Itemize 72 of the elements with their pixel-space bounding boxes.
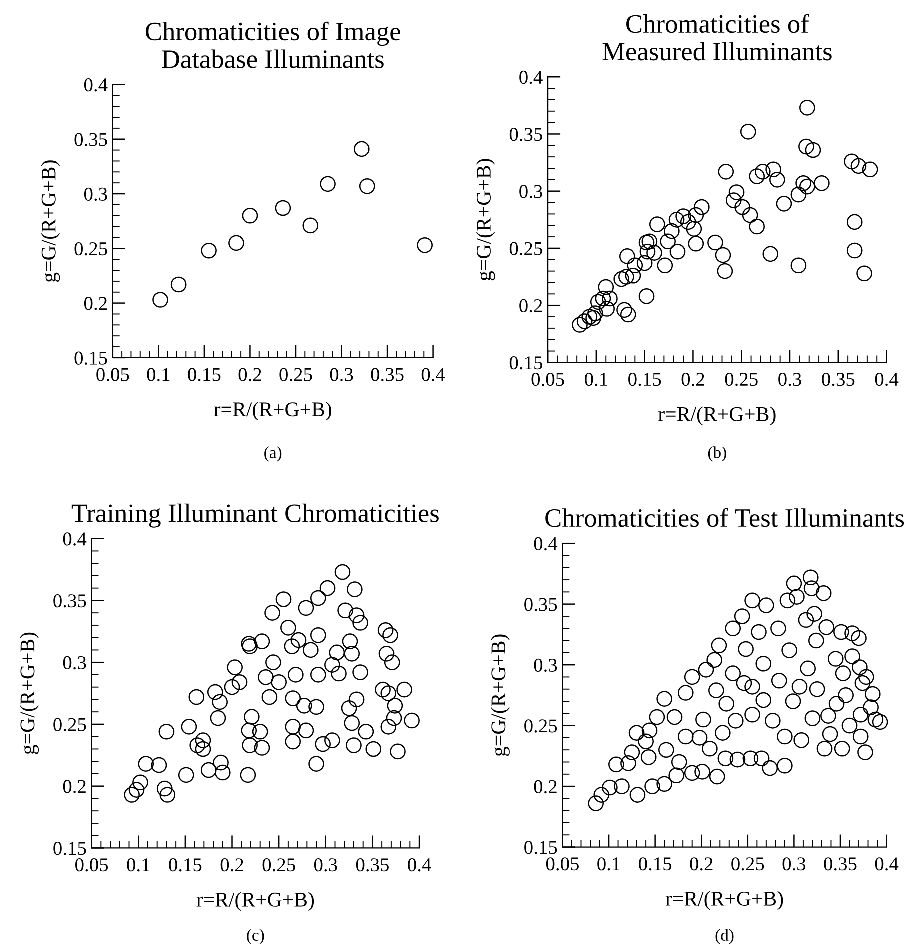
chart-title: Chromaticities of Test Illuminants (546, 508, 904, 528)
y-axis-title: g=G/(R+G+B) (491, 634, 510, 756)
y-tick-label: 0.2 (534, 780, 557, 794)
x-tick-label: 0.2 (682, 372, 704, 386)
y-tick-label: 0.4 (63, 532, 87, 546)
x-tick-label: 0.3 (782, 858, 806, 871)
y-tick-label: 0.25 (510, 242, 542, 256)
y-tick-label: 0.2 (63, 780, 86, 794)
y-tick-label: 0.15 (54, 842, 86, 856)
x-axis-title: r=R/(R+G+B) (658, 406, 776, 426)
y-tick-label: 0.15 (524, 841, 558, 854)
x-tick-label: 0.1 (585, 372, 608, 386)
y-tick-label: 0.3 (84, 188, 108, 202)
y-axis-title: g=G/(R+G+B) (20, 632, 40, 754)
y-tick-label: 0.25 (524, 720, 558, 733)
text: (b) (708, 446, 726, 462)
x-tick-label: 0.4 (422, 368, 446, 382)
x-tick-label: 0.25 (280, 368, 312, 382)
chart-title: Training Illuminant Chromaticities (72, 504, 439, 528)
y-tick-label: 0.4 (534, 537, 558, 551)
x-tick-label: 0.4 (875, 372, 899, 386)
y-tick-label: 0.25 (54, 718, 86, 732)
x-tick-label: 0.1 (598, 858, 620, 871)
x-tick-label: 0.3 (778, 372, 802, 386)
x-axis-title: r=R/(R+G+B) (666, 891, 784, 910)
y-tick-label: 0.35 (54, 594, 86, 608)
x-tick-label: 0.4 (408, 858, 432, 872)
x-tick-label: 0.15 (169, 858, 202, 872)
x-tick-label: 0.3 (330, 368, 354, 382)
y-tick-label: 0.35 (510, 128, 542, 142)
y-tick-label: 0.4 (84, 78, 108, 92)
y-tick-label: 0.2 (520, 299, 542, 313)
x-axis-title: r=R/(R+G+B) (196, 892, 314, 912)
chart-title: Chromaticities of Measured Illuminants (602, 14, 832, 61)
y-tick-label: 0.3 (520, 185, 542, 198)
x-tick-label: 0.3 (314, 858, 338, 872)
x-tick-label: 0.1 (147, 368, 170, 382)
x-tick-label: 0.05 (76, 858, 108, 872)
y-tick-label: 0.35 (74, 133, 108, 146)
y-tick-label: 0.15 (510, 356, 542, 370)
y-tick-label: 0.35 (524, 598, 558, 612)
x-tick-label: 0.15 (639, 858, 672, 871)
x-tick-label: 0.2 (238, 368, 262, 382)
y-tick-label: 0.3 (534, 658, 558, 672)
x-tick-label: 0.25 (732, 858, 764, 871)
y-tick-label: 0.2 (84, 297, 107, 310)
x-tick-label: 0.05 (546, 858, 579, 871)
x-axis-title: r=R/(R+G+B) (214, 402, 332, 421)
x-tick-label: 0.4 (875, 858, 899, 871)
x-tick-label: 0.35 (356, 858, 389, 872)
x-tick-label: 0.35 (371, 368, 404, 382)
text: (d) (716, 929, 734, 944)
x-tick-label: 0.2 (690, 858, 713, 871)
y-axis-title: g=G/(R+G+B) (41, 160, 60, 282)
x-tick-label: 0.05 (96, 368, 130, 382)
text: (c) (247, 929, 264, 944)
x-tick-label: 0.35 (824, 858, 857, 871)
x-tick-label: 0.25 (262, 858, 296, 872)
x-tick-label: 0.15 (628, 372, 662, 386)
x-tick-label: 0.25 (725, 372, 758, 386)
x-tick-label: 0.35 (822, 372, 855, 386)
text: (a) (264, 446, 282, 462)
x-tick-label: 0.2 (220, 858, 244, 872)
y-tick-label: 0.4 (520, 70, 543, 84)
y-tick-label: 0.3 (63, 656, 86, 670)
x-tick-label: 0.15 (188, 368, 221, 382)
chart-title: Chromaticities of Image Database Illuminants (146, 22, 400, 68)
y-tick-label: 0.15 (74, 352, 108, 365)
y-axis-title: g=G/(R+G+B) (476, 159, 496, 281)
y-tick-label: 0.25 (74, 242, 108, 256)
x-tick-label: 0.1 (127, 858, 150, 872)
x-tick-label: 0.05 (532, 372, 564, 386)
